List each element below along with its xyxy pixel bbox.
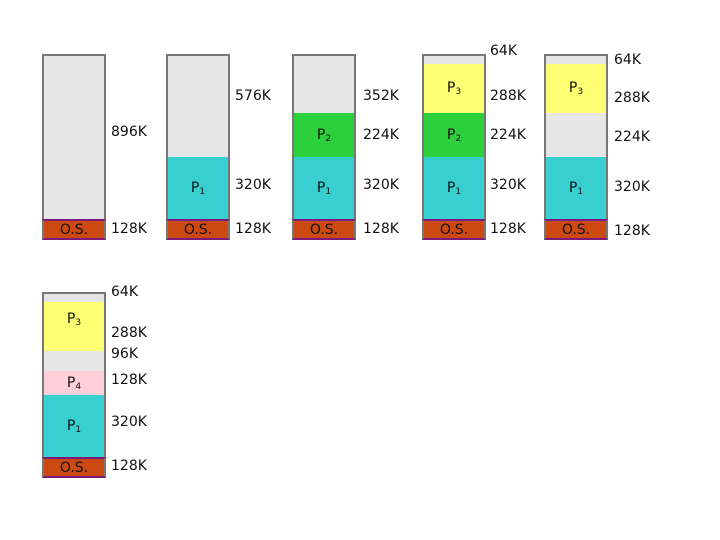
process-3-block: P3 <box>544 64 608 113</box>
col4-p1-size: 320K <box>490 177 526 193</box>
col6-p3-size: 288K <box>111 325 147 341</box>
os-label: O.S. <box>183 221 213 238</box>
free-block <box>166 54 230 157</box>
os-block: O.S. <box>42 219 106 240</box>
memory-column-1: O.S. <box>42 54 106 240</box>
col6-p1-size: 320K <box>111 414 147 430</box>
process-1-label: P1 <box>66 417 82 435</box>
process-1-block: P1 <box>42 395 106 457</box>
os-block: O.S. <box>292 219 356 240</box>
os-block: O.S. <box>422 219 486 240</box>
col3-os-size: 128K <box>363 221 399 237</box>
col5-os-size: 128K <box>614 223 650 239</box>
free-block <box>42 292 106 302</box>
free-block <box>42 54 106 219</box>
memory-column-3: P2 P1 O.S. <box>292 54 356 240</box>
process-1-block: P1 <box>422 157 486 219</box>
col3-p2-size: 224K <box>363 127 399 143</box>
col4-p3-size: 288K <box>490 88 526 104</box>
os-block: O.S. <box>42 457 106 478</box>
process-3-label: P3 <box>446 80 462 97</box>
process-2-block: P2 <box>292 113 356 157</box>
process-3-label: P3 <box>66 311 82 328</box>
col2-os-size: 128K <box>235 221 271 237</box>
process-3-label: P3 <box>568 80 584 97</box>
free-block <box>422 54 486 64</box>
process-1-label: P1 <box>568 179 584 197</box>
memory-column-4: P3 P2 P1 O.S. <box>422 54 486 240</box>
col2-p1-size: 320K <box>235 177 271 193</box>
os-label: O.S. <box>561 221 591 238</box>
os-label: O.S. <box>59 459 89 476</box>
process-1-label: P1 <box>316 179 332 197</box>
os-label: O.S. <box>309 221 339 238</box>
process-1-block: P1 <box>292 157 356 219</box>
free-block <box>544 54 608 64</box>
process-1-block: P1 <box>544 157 608 219</box>
os-label: O.S. <box>439 221 469 238</box>
col6-p4-size: 128K <box>111 372 147 388</box>
free-block <box>42 351 106 371</box>
col5-free-size: 224K <box>614 129 650 145</box>
col3-free-size: 352K <box>363 88 399 104</box>
col5-top-size: 64K <box>614 52 641 68</box>
col4-top-size: 64K <box>490 43 517 59</box>
process-3-block: P3 <box>42 302 106 351</box>
memory-column-6: P3 P4 P1 O.S. <box>42 292 106 478</box>
col5-p1-size: 320K <box>614 179 650 195</box>
col3-p1-size: 320K <box>363 177 399 193</box>
col6-top-size: 64K <box>111 284 138 300</box>
col1-free-size: 896K <box>111 124 147 140</box>
process-1-label: P1 <box>190 179 206 197</box>
col4-os-size: 128K <box>490 221 526 237</box>
memory-column-2: P1 O.S. <box>166 54 230 240</box>
os-block: O.S. <box>166 219 230 240</box>
os-block: O.S. <box>544 219 608 240</box>
col6-os-size: 128K <box>111 458 147 474</box>
process-1-block: P1 <box>166 157 230 219</box>
process-2-label: P2 <box>316 126 332 144</box>
process-2-block: P2 <box>422 113 486 157</box>
col5-p3-size: 288K <box>614 90 650 106</box>
process-4-block: P4 <box>42 371 106 395</box>
free-block <box>544 113 608 157</box>
memory-column-5: P3 P1 O.S. <box>544 54 608 240</box>
process-1-label: P1 <box>446 179 462 197</box>
col6-gap-size: 96K <box>111 346 138 362</box>
col1-os-size: 128K <box>111 221 147 237</box>
os-label: O.S. <box>59 221 89 238</box>
col4-p2-size: 224K <box>490 127 526 143</box>
col2-free-size: 576K <box>235 88 271 104</box>
free-block <box>292 54 356 113</box>
process-4-label: P4 <box>66 374 82 392</box>
process-3-block: P3 <box>422 64 486 113</box>
process-2-label: P2 <box>446 126 462 144</box>
